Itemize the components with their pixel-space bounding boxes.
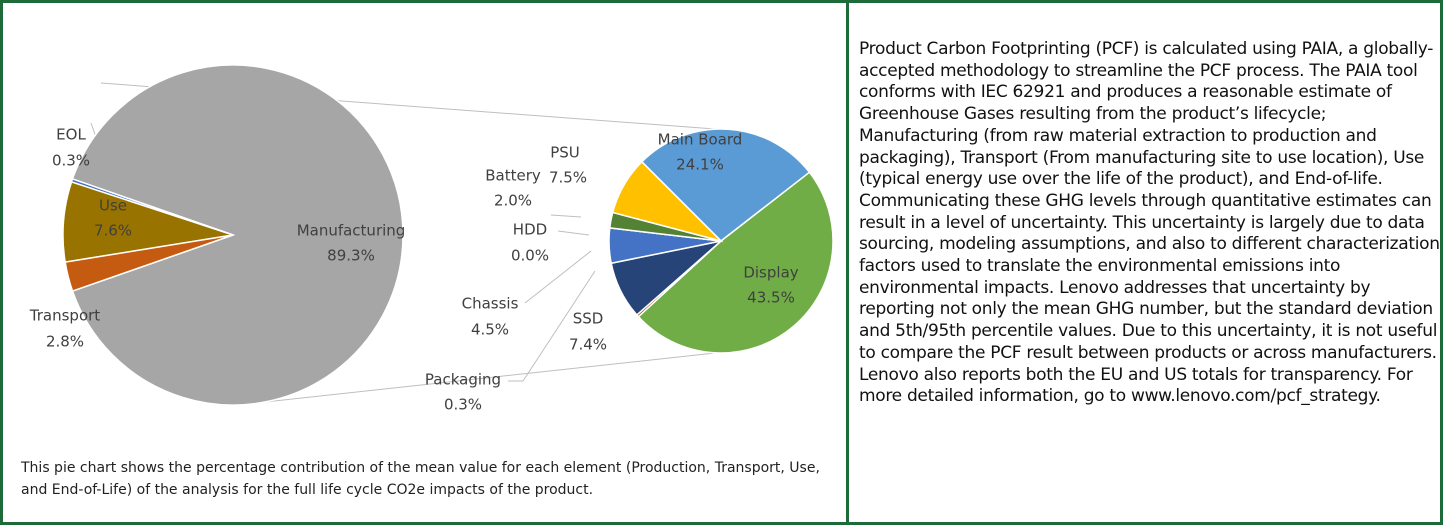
pie-slice (611, 160, 724, 243)
slice-label: Use (99, 197, 127, 215)
pie-slice (637, 171, 834, 354)
slice-value: 24.1% (676, 156, 724, 174)
caption: This pie chart shows the percentage cont… (21, 460, 820, 498)
leader-line (557, 230, 590, 236)
slice-label: Transport (29, 307, 101, 325)
slice-label: HDD (513, 221, 547, 239)
connector-line (264, 352, 716, 403)
description: Product Carbon Footprinting (PCF) is cal… (859, 39, 1440, 407)
slice-label: PSU (550, 144, 580, 162)
slice-value: 0.3% (52, 152, 90, 170)
leader-line (508, 270, 596, 382)
slice-value: 2.0% (494, 192, 532, 210)
leader-line (550, 214, 582, 218)
slice-value: 0.3% (444, 396, 482, 414)
slice-label: Display (743, 264, 798, 282)
slice-value: 7.6% (94, 222, 132, 240)
slice-label: Chassis (462, 295, 519, 313)
separator (846, 3, 849, 522)
pie-slice (71, 64, 404, 406)
pie-slice (64, 234, 234, 293)
slice-label: SSD (573, 310, 604, 328)
slice-value: 7.5% (549, 169, 587, 187)
slice-label: Packaging (425, 371, 501, 389)
slice-label: EOL (56, 126, 86, 144)
slice-value: 4.5% (471, 321, 509, 339)
slice-label: Battery (485, 167, 541, 185)
slice-value: 0.0% (511, 247, 549, 265)
slice-value: 7.4% (569, 336, 607, 354)
slice-value: 2.8% (46, 333, 84, 351)
slice-value: 43.5% (747, 289, 795, 307)
pie-slice (640, 128, 811, 242)
slice-label: Main Board (658, 131, 743, 149)
slice-label: Manufacturing (297, 222, 406, 240)
leader-line (524, 250, 592, 304)
chart: Manufacturing 89.3% EOL 0.3% Use 7.6% Transpor… (29, 64, 834, 414)
slice-value: 89.3% (327, 247, 375, 265)
